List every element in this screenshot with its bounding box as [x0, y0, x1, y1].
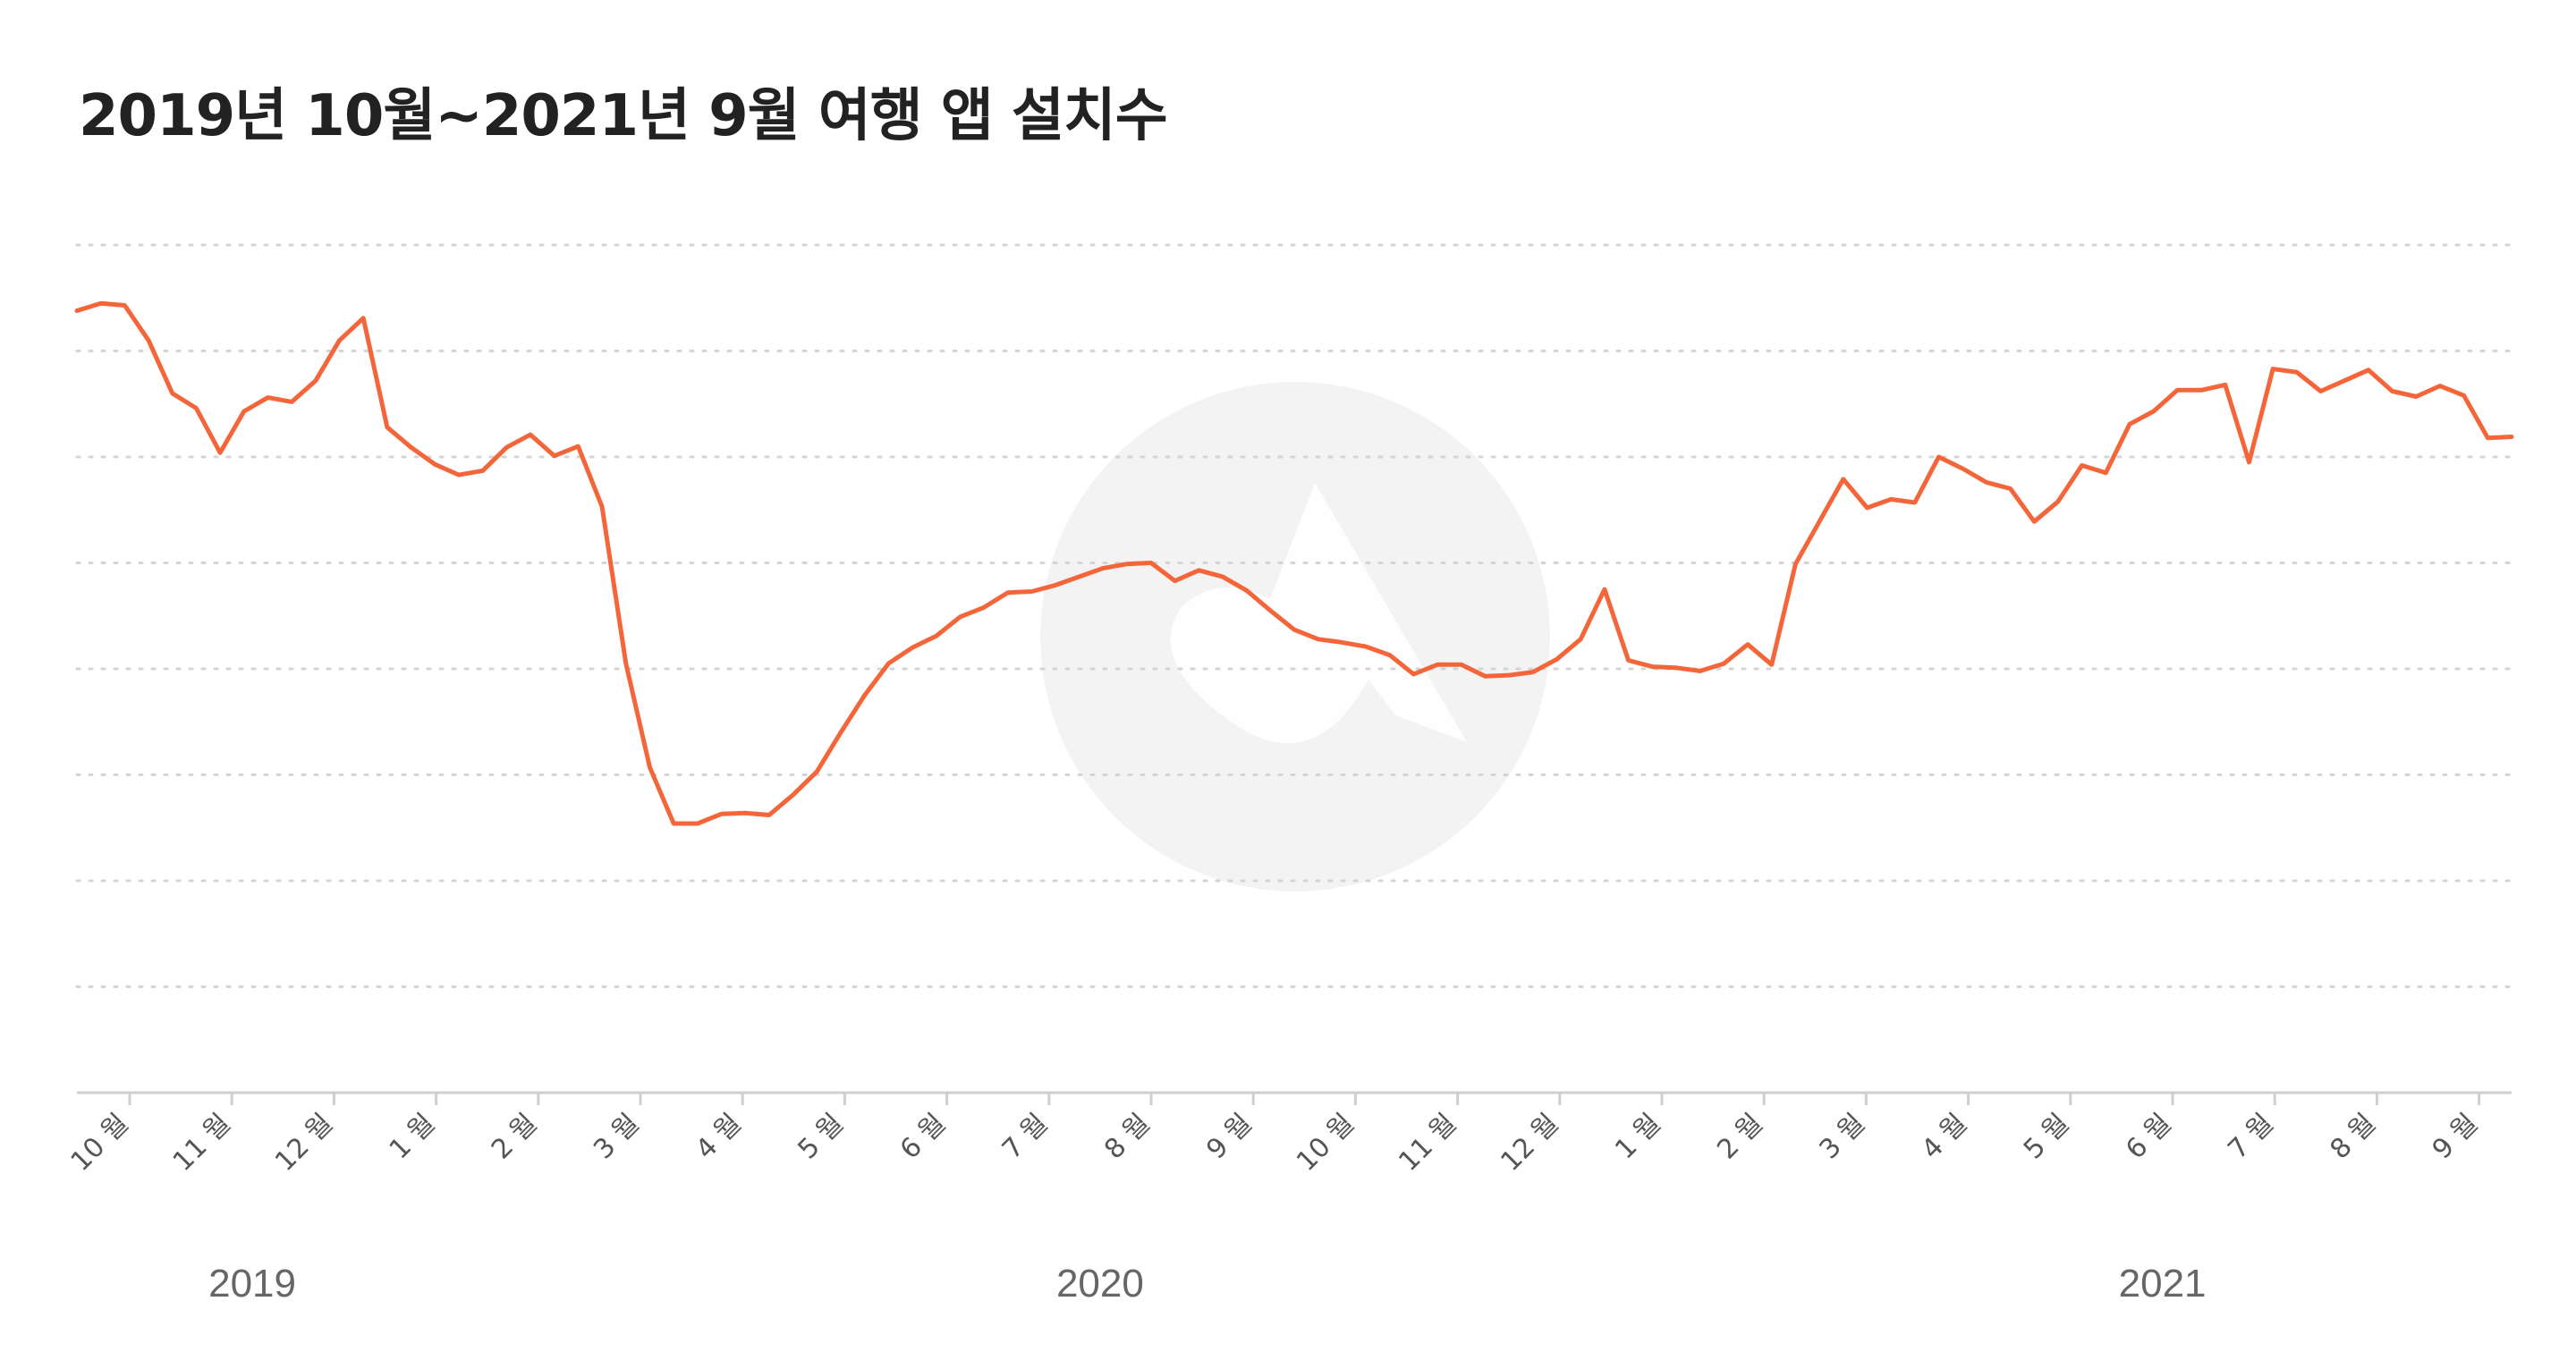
- x-tick-label: 3 월: [1814, 1108, 1872, 1166]
- chart-title: 2019년 10월~2021년 9월 여행 앱 설치수: [79, 83, 1168, 149]
- gridlines: [75, 243, 2513, 988]
- x-tick-label: 11 월: [167, 1108, 237, 1178]
- x-tick-label: 3 월: [588, 1108, 646, 1166]
- series-line-travel-app-installs: [74, 300, 2514, 826]
- x-tick-label: 9 월: [2427, 1108, 2485, 1166]
- x-tick-label: 1 월: [1609, 1108, 1667, 1166]
- x-tick-label: 8 월: [1098, 1108, 1157, 1166]
- x-tick-label: 8 월: [2325, 1108, 2383, 1166]
- x-tick-label: 4 월: [690, 1108, 748, 1166]
- x-tick-label: 2 월: [1711, 1108, 1769, 1166]
- x-tick-label: 6 월: [2120, 1108, 2178, 1166]
- x-tick-label: 9 월: [1200, 1108, 1258, 1166]
- x-tick-label: 2 월: [486, 1108, 544, 1166]
- year-label: 2020: [1056, 1262, 1144, 1306]
- x-tick-label: 10 월: [1291, 1108, 1360, 1178]
- watermark-logo: [1040, 382, 1550, 891]
- watermark-glyph: [1170, 483, 1467, 744]
- month-labels: 10 월 11 월 12 월 1 월 2 월 3 월 4 월 5 월 6 월 7 월 8 월 9 월 1…: [65, 1108, 2485, 1178]
- x-tick-label: 11 월: [1393, 1108, 1462, 1178]
- x-tick-label: 7 월: [996, 1108, 1055, 1166]
- x-tick-label: 5 월: [2018, 1108, 2076, 1166]
- x-tick-label: 7 월: [2222, 1108, 2280, 1166]
- x-tick-label: 4 월: [1916, 1108, 1974, 1166]
- series-layer: [74, 300, 2514, 826]
- x-tick-label: 12 월: [1495, 1108, 1564, 1178]
- x-axis: [77, 1091, 2512, 1105]
- x-tick-label: 6 월: [894, 1108, 953, 1166]
- year-label: 2019: [208, 1262, 296, 1306]
- year-label: 2021: [2119, 1262, 2207, 1306]
- year-labels: 2019 2020 2021: [208, 1262, 2206, 1306]
- x-tick-label: 1 월: [384, 1108, 442, 1166]
- x-tick-label: 5 월: [792, 1108, 851, 1166]
- x-tick-label: 12 월: [269, 1108, 339, 1178]
- x-tick-label: 10 월: [65, 1108, 135, 1178]
